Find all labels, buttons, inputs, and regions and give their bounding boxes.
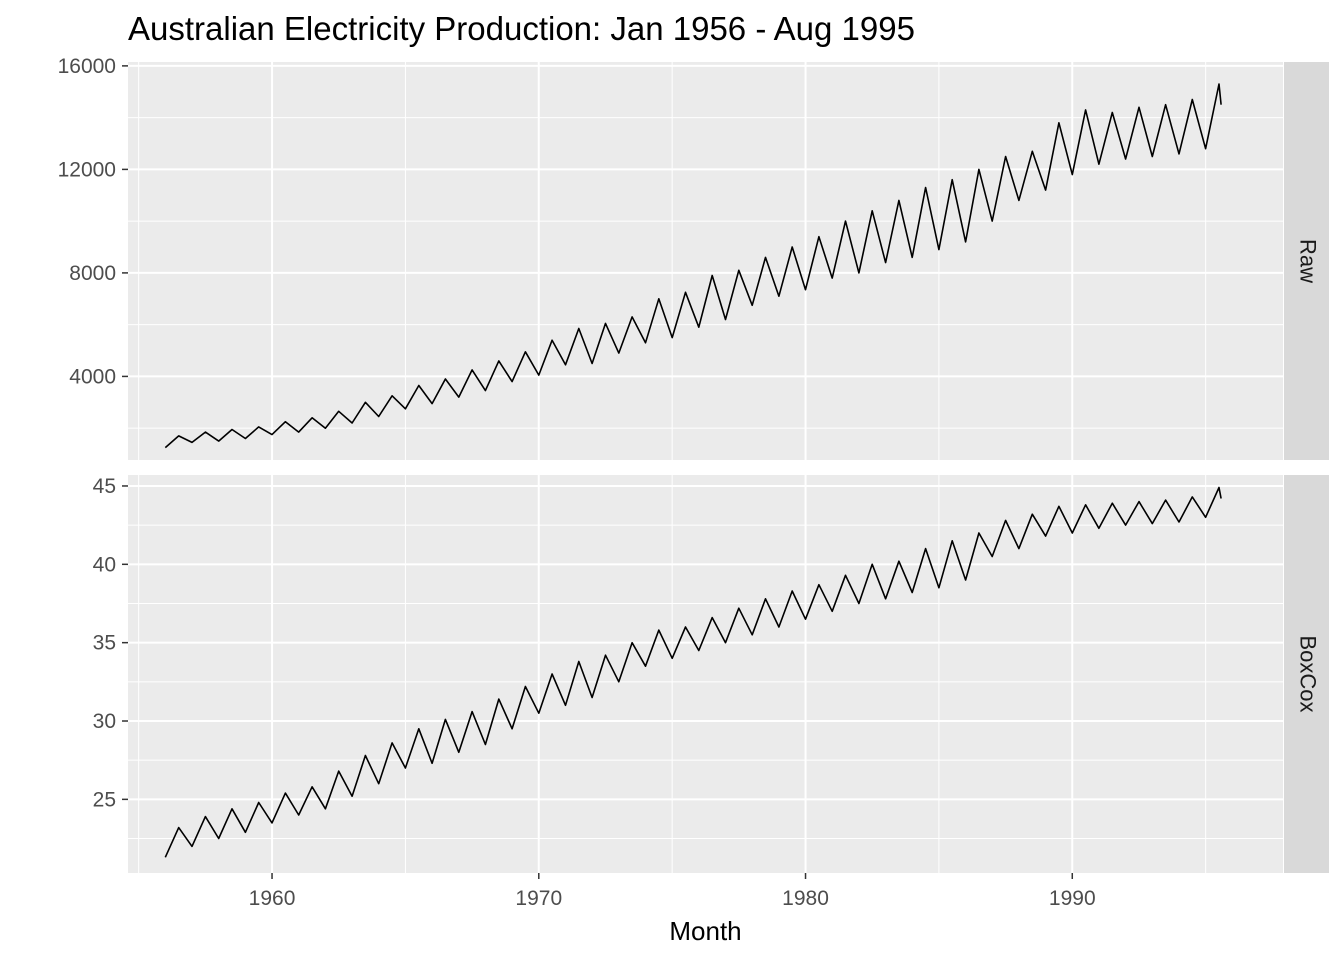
series-line-boxcox bbox=[164, 486, 1222, 858]
chart-title: Australian Electricity Production: Jan 1… bbox=[128, 10, 915, 47]
x-tick-label: 1980 bbox=[782, 887, 829, 910]
series-line-raw bbox=[164, 83, 1222, 449]
y-tick-label: 30 bbox=[93, 710, 116, 733]
facet-strip-boxcox bbox=[1284, 475, 1329, 873]
y-tick-label: 35 bbox=[93, 632, 116, 655]
y-tick-label: 8000 bbox=[69, 262, 116, 285]
facet-strip-raw bbox=[1284, 62, 1329, 460]
y-tick-label: 4000 bbox=[69, 365, 116, 388]
x-tick-label: 1990 bbox=[1049, 887, 1096, 910]
x-tick-label: 1970 bbox=[515, 887, 562, 910]
y-tick-label: 40 bbox=[93, 553, 116, 576]
y-tick-label: 45 bbox=[93, 475, 116, 498]
x-axis-title: Month bbox=[669, 916, 741, 946]
facet-strip-label-boxcox: BoxCox bbox=[1296, 635, 1321, 712]
panel-background-boxcox bbox=[128, 475, 1283, 873]
y-tick-label: 25 bbox=[93, 788, 116, 811]
y-tick-label: 12000 bbox=[58, 158, 116, 181]
facet-strip-label-raw: Raw bbox=[1296, 239, 1321, 283]
x-tick-label: 1960 bbox=[249, 887, 296, 910]
y-tick-label: 16000 bbox=[58, 55, 116, 78]
